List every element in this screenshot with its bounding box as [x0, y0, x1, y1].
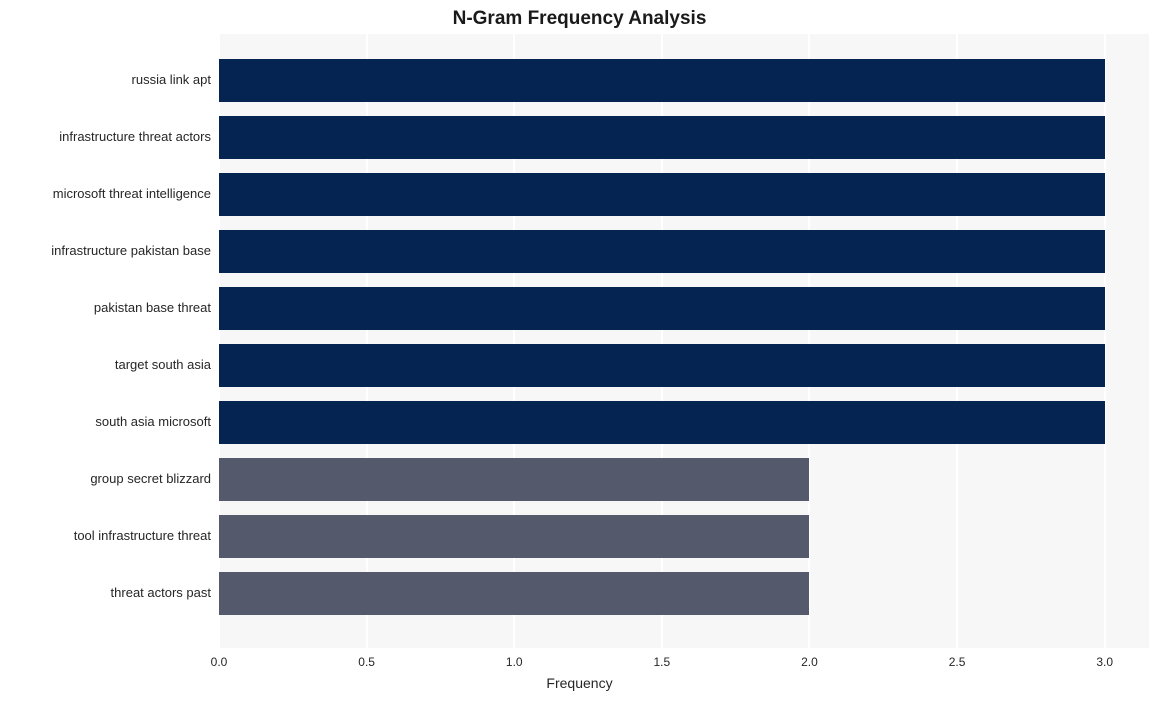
y-tick-label: microsoft threat intelligence	[53, 186, 211, 201]
y-tick-label: south asia microsoft	[95, 414, 211, 429]
bar-row	[219, 401, 1105, 444]
bar	[219, 287, 1105, 330]
bar-row	[219, 515, 809, 558]
y-tick-label: infrastructure threat actors	[59, 129, 211, 144]
bar-row	[219, 59, 1105, 102]
bar-row	[219, 572, 809, 615]
x-axis-label: Frequency	[0, 675, 1159, 691]
x-tick-label: 3.0	[1096, 655, 1113, 669]
bar	[219, 515, 809, 558]
bar-row	[219, 173, 1105, 216]
chart-title: N-Gram Frequency Analysis	[0, 8, 1159, 30]
bar-row	[219, 458, 809, 501]
bar-row	[219, 287, 1105, 330]
bar	[219, 59, 1105, 102]
bar	[219, 572, 809, 615]
bar	[219, 401, 1105, 444]
y-tick-label: target south asia	[115, 357, 211, 372]
y-tick-label: pakistan base threat	[94, 300, 211, 315]
x-tick-label: 1.0	[506, 655, 523, 669]
bar	[219, 458, 809, 501]
bar-row	[219, 116, 1105, 159]
bar	[219, 230, 1105, 273]
plot-area	[219, 34, 1149, 648]
y-tick-label: tool infrastructure threat	[74, 528, 211, 543]
x-tick-label: 2.5	[949, 655, 966, 669]
y-tick-label: infrastructure pakistan base	[51, 243, 211, 258]
x-tick-label: 0.0	[211, 655, 228, 669]
x-tick-label: 2.0	[801, 655, 818, 669]
y-tick-label: group secret blizzard	[90, 471, 211, 486]
bar	[219, 173, 1105, 216]
y-tick-label: threat actors past	[111, 585, 211, 600]
bar	[219, 344, 1105, 387]
x-tick-label: 1.5	[654, 655, 671, 669]
y-tick-label: russia link apt	[132, 72, 211, 87]
bar	[219, 116, 1105, 159]
bar-row	[219, 230, 1105, 273]
x-tick-label: 0.5	[358, 655, 375, 669]
bar-row	[219, 344, 1105, 387]
